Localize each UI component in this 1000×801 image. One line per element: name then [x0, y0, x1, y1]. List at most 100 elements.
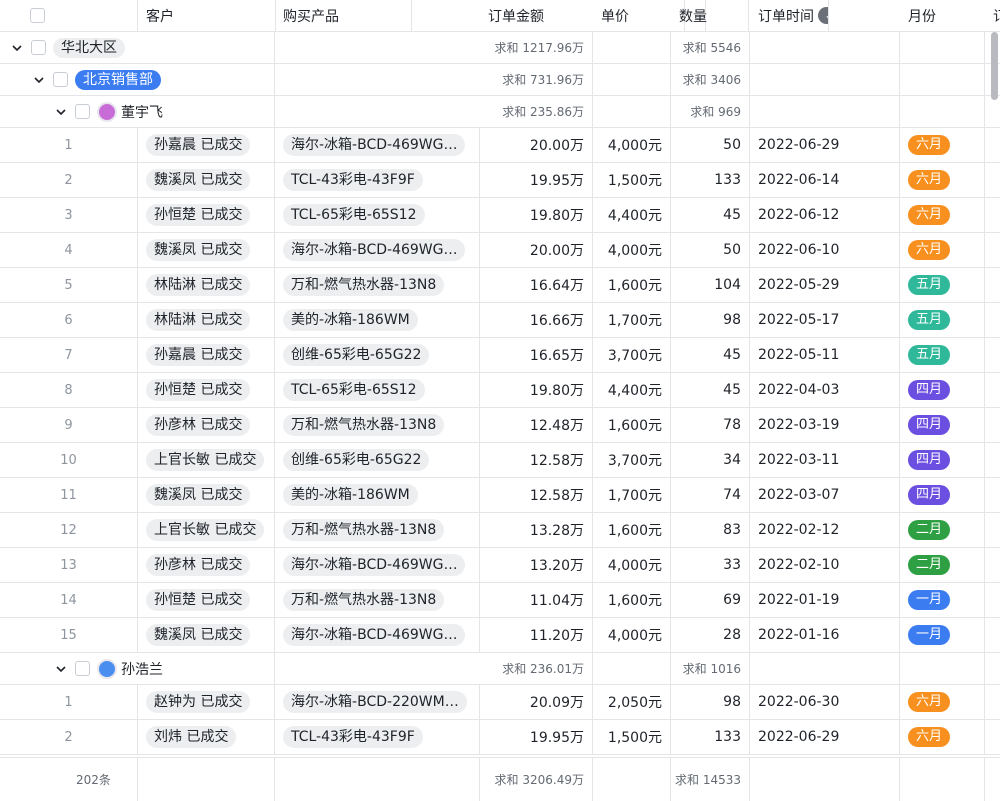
- cell: 2022-06-29: [750, 720, 900, 754]
- cell: 4,400元: [593, 198, 671, 232]
- cell: 2022-05-17: [750, 303, 900, 337]
- cell: 2022-03-11: [750, 443, 900, 477]
- column-header[interactable]: 订单金额: [488, 8, 544, 25]
- checkbox[interactable]: [30, 8, 45, 23]
- amount: 19.80万: [529, 383, 584, 399]
- record-row: 9 孙彦林 已成交 万和-燃气热水器-13N8 12.48万 1,600元 78 2022-…: [0, 408, 1000, 443]
- cell: [750, 32, 900, 63]
- cell: 万和-燃气热水器-13N8: [275, 513, 480, 547]
- row-index: 11: [60, 487, 77, 503]
- cell: 4: [0, 233, 138, 267]
- column-header[interactable]: 订: [993, 6, 1000, 26]
- cell: 美的-冰箱-186WM: [275, 303, 480, 337]
- column-header[interactable]: 订单时间: [758, 8, 814, 25]
- cell: 133: [671, 720, 750, 754]
- cell: 12: [0, 513, 138, 547]
- cell: 孙彦林 已成交: [138, 548, 275, 582]
- checkbox[interactable]: [53, 72, 68, 87]
- sort-badge[interactable]: ↓ 1: [818, 7, 828, 24]
- cell: 1,600元: [593, 408, 671, 442]
- quantity: 98: [723, 312, 741, 328]
- cell: 六月: [900, 128, 985, 162]
- amount: 16.64万: [529, 278, 584, 294]
- cell: 8: [0, 373, 138, 407]
- cell: [900, 653, 985, 684]
- cell: 2022-06-14: [750, 163, 900, 197]
- cell: 83: [671, 513, 750, 547]
- cell: 12.58万: [480, 443, 593, 477]
- cell: 上官长敏 已成交: [138, 513, 275, 547]
- cell: 魏溪凤 已成交: [138, 163, 275, 197]
- order-date: 2022-06-30: [758, 694, 840, 710]
- quantity: 83: [723, 522, 741, 538]
- price: 1,500元: [607, 730, 662, 746]
- quantity: 69: [723, 592, 741, 608]
- checkbox[interactable]: [31, 40, 46, 55]
- record-row: 6 林陆淋 已成交 美的-冰箱-186WM 16.66万 1,700元 98 2022-05…: [0, 303, 1000, 338]
- cell: 98: [671, 685, 750, 719]
- month-tag: 六月: [908, 170, 951, 190]
- cell: 四月: [900, 373, 985, 407]
- amount: 13.28万: [529, 523, 584, 539]
- price: 3,700元: [607, 453, 662, 469]
- row-index: 4: [64, 242, 73, 258]
- cell: 六月: [900, 233, 985, 267]
- checkbox[interactable]: [75, 104, 90, 119]
- cell: 赵钟为 已成交: [138, 685, 275, 719]
- product-tag: TCL-65彩电-65S12: [283, 379, 425, 401]
- cell: 董宇飞: [0, 96, 275, 127]
- product-tag: TCL-43彩电-43F9F: [283, 726, 423, 748]
- column-header[interactable]: 购买产品: [283, 8, 339, 25]
- cell: 孙彦林 已成交: [138, 408, 275, 442]
- column-header[interactable]: 月份: [908, 8, 936, 25]
- expand-toggle[interactable]: [11, 42, 23, 54]
- amount: 12.58万: [529, 488, 584, 504]
- amount: 12.48万: [529, 418, 584, 434]
- cell: 20.00万: [480, 128, 593, 162]
- amount: 16.65万: [529, 348, 584, 364]
- expand-toggle[interactable]: [33, 74, 45, 86]
- column-header[interactable]: 数量: [679, 8, 707, 25]
- amount: 20.00万: [529, 138, 584, 154]
- expand-toggle[interactable]: [55, 106, 67, 118]
- cell: 28: [671, 618, 750, 652]
- scrollbar[interactable]: [991, 32, 998, 100]
- column-header[interactable]: 客户: [146, 8, 174, 25]
- column-header[interactable]: 单价: [601, 8, 629, 25]
- cell: 7: [0, 338, 138, 372]
- order-date: 2022-06-12: [758, 207, 840, 223]
- checkbox[interactable]: [75, 661, 90, 676]
- cell: 14: [0, 583, 138, 617]
- quantity: 133: [714, 729, 741, 745]
- cell: 6: [0, 303, 138, 337]
- amount-sum: 求和 731.96万: [502, 73, 584, 87]
- quantity: 78: [723, 417, 741, 433]
- month-tag: 六月: [908, 727, 951, 747]
- cell: 4,000元: [593, 548, 671, 582]
- row-index: 14: [60, 592, 77, 608]
- cell: [275, 758, 480, 801]
- cell: 订单金额: [480, 0, 685, 31]
- cell: 求和 969: [671, 96, 750, 127]
- price: 4,000元: [607, 138, 662, 154]
- cell: [750, 96, 900, 127]
- quantity: 33: [723, 557, 741, 573]
- cell: 魏溪凤 已成交: [138, 478, 275, 512]
- cell: 求和 1217.96万: [480, 32, 593, 63]
- cell: 202条: [0, 758, 138, 801]
- order-date: 2022-03-11: [758, 452, 840, 468]
- product-tag: 创维-65彩电-65G22: [283, 344, 430, 366]
- qty-sum: 求和 3406: [682, 73, 741, 87]
- cell: 45: [671, 198, 750, 232]
- table-footer: 202条 求和 3206.49万 求和 14533: [0, 757, 1000, 801]
- cell: 78: [671, 408, 750, 442]
- cell: 北京销售部: [0, 64, 275, 95]
- cell: 魏溪凤 已成交: [138, 233, 275, 267]
- row-index: 3: [64, 207, 73, 223]
- month-tag: 六月: [908, 135, 951, 155]
- expand-toggle[interactable]: [55, 663, 67, 675]
- product-tag: TCL-43彩电-43F9F: [283, 169, 423, 191]
- cell: 魏溪凤 已成交: [138, 618, 275, 652]
- row-index: 5: [64, 277, 73, 293]
